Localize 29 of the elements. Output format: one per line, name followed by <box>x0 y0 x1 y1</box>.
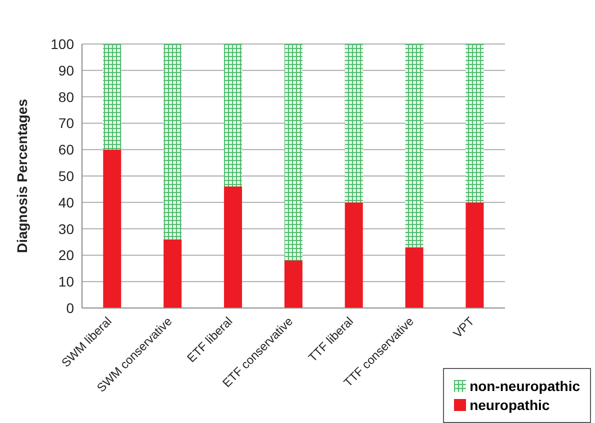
x-tick-label: VPT <box>450 314 478 341</box>
y-tick-label: 70 <box>58 115 74 132</box>
bar <box>224 186 242 308</box>
bar <box>466 44 484 202</box>
bar <box>344 44 363 202</box>
bar <box>466 202 484 308</box>
bar <box>164 44 182 240</box>
bar <box>224 44 242 187</box>
y-tick-label: 10 <box>58 274 74 290</box>
y-tick-label: 50 <box>58 168 74 184</box>
bar <box>405 247 424 308</box>
y-tick-label: 40 <box>58 194 74 210</box>
legend-label: neuropathic <box>470 397 550 413</box>
bar <box>284 260 302 308</box>
y-tick-label: 20 <box>58 247 74 264</box>
bar <box>103 150 122 308</box>
y-tick-label: 90 <box>58 62 74 78</box>
y-tick-label: 0 <box>66 300 74 316</box>
bar <box>344 202 363 308</box>
y-tick-label: 80 <box>58 88 74 105</box>
bar <box>284 44 302 260</box>
bar <box>103 44 122 150</box>
y-axis-title: Diagnosis Percentages <box>14 98 30 254</box>
legend-label: non-neuropathic <box>470 378 580 394</box>
bar <box>405 44 424 248</box>
y-tick-label: 30 <box>58 220 74 237</box>
bar <box>164 239 182 308</box>
y-tick-label: 100 <box>50 36 74 52</box>
y-tick-label: 60 <box>58 142 74 158</box>
